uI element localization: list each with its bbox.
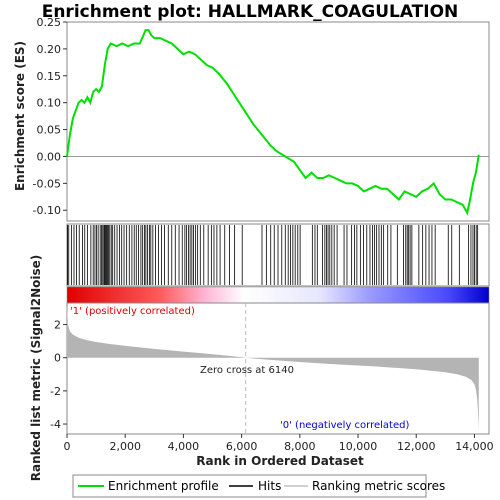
x-tick-label: 8,000 <box>284 440 316 453</box>
metric-y-tick-label: 0 <box>54 352 61 365</box>
metric-y-tick-label: -2 <box>50 385 61 398</box>
legend-metric-label: Ranking metric scores <box>312 479 445 493</box>
metric-y-ticks: 2 0 -2 -4 <box>50 319 67 431</box>
legend: Enrichment profile Hits Ranking metric s… <box>72 474 445 498</box>
hit-lines <box>67 225 479 285</box>
es-y-tick-label: 0.10 <box>37 97 62 110</box>
rank-gradient <box>66 286 490 304</box>
x-tick-label: 6,000 <box>226 440 258 453</box>
metric-y-tick-label: -4 <box>50 418 61 431</box>
hits-panel <box>66 223 490 287</box>
legend-hits-label: Hits <box>258 479 281 493</box>
metric-y-axis-label: Ranked list metric (Signal2Noise) <box>29 255 43 482</box>
positive-correlation-label: '1' (positively correlated) <box>70 306 195 317</box>
x-axis-label: Rank in Ordered Dataset <box>196 454 364 468</box>
es-y-tick-label: 0.20 <box>37 43 62 56</box>
rank-color-bar <box>66 286 490 304</box>
negative-correlation-label: '0' (negatively correlated) <box>280 420 409 431</box>
es-y-tick-label: -0.10 <box>33 204 61 217</box>
x-axis-ticks: 0 2,000 4,000 6,000 8,000 10,000 12,000 14,000 <box>64 434 494 453</box>
metric-panel: 2 0 -2 -4 '1' (positively correlated) Zero … <box>29 255 490 482</box>
es-y-tick-label: -0.05 <box>33 177 61 190</box>
es-y-ticks: 0.25 0.20 0.15 0.10 0.05 0.00 -0.05 -0.10 <box>33 16 67 217</box>
x-tick-label: 14,000 <box>455 440 494 453</box>
es-panel: 0.25 0.20 0.15 0.10 0.05 0.00 -0.05 -0.10 Enric… <box>13 16 490 222</box>
es-y-tick-label: 0.05 <box>37 124 62 137</box>
es-y-tick-label: 0.15 <box>37 70 62 83</box>
enrichment-profile-line <box>66 29 480 216</box>
x-tick-label: 12,000 <box>397 440 436 453</box>
legend-enrichment-label: Enrichment profile <box>108 479 219 493</box>
x-tick-label: 2,000 <box>109 440 141 453</box>
x-tick-label: 0 <box>64 440 71 453</box>
chart-title: Enrichment plot: HALLMARK_COAGULATION <box>42 2 459 22</box>
x-tick-label: 10,000 <box>339 440 378 453</box>
zero-cross-label: Zero cross at 6140 <box>200 365 294 376</box>
metric-y-tick-label: 2 <box>54 319 61 332</box>
es-panel-frame <box>66 21 490 222</box>
ranking-metric-area <box>67 304 479 429</box>
es-y-axis-label: Enrichment score (ES) <box>13 41 27 191</box>
es-y-tick-label: 0.00 <box>37 150 62 163</box>
es-y-tick-label: 0.25 <box>37 16 62 29</box>
x-tick-label: 4,000 <box>168 440 200 453</box>
